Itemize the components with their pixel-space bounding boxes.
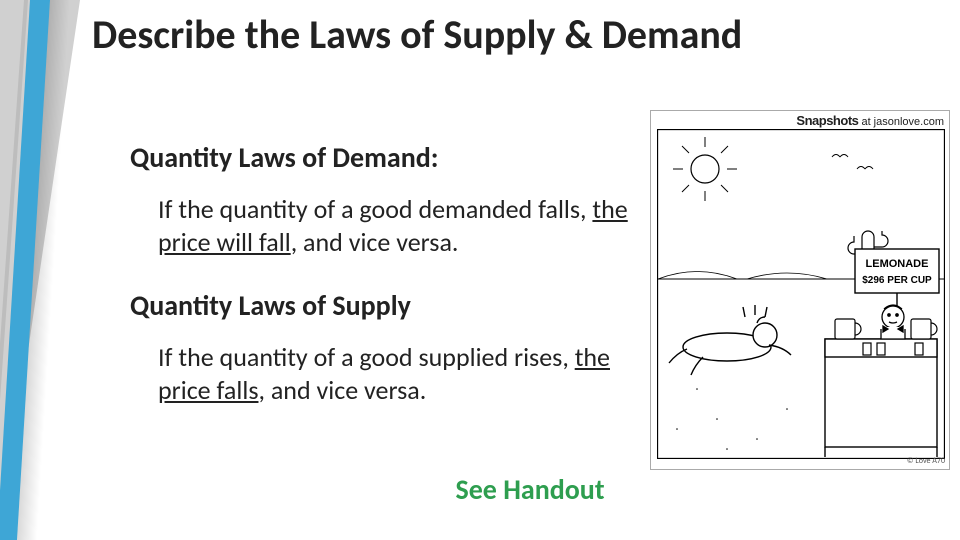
- slide: Describe the Laws of Supply & Demand Qua…: [0, 0, 960, 540]
- cartoon-sign-title: LEMONADE: [866, 258, 929, 270]
- cartoon-brand-line: Snapshots at jasonlove.com: [796, 113, 944, 128]
- supply-body: If the quantity of a good supplied rises…: [158, 341, 640, 406]
- cartoon-brand: Snapshots: [796, 113, 858, 128]
- demand-body-pre: If the quantity of a good demanded falls…: [158, 193, 592, 225]
- see-handout: See Handout: [440, 475, 620, 504]
- supply-heading: Quantity Laws of Supply: [130, 288, 640, 323]
- cartoon-byline: at jasonlove.com: [858, 116, 944, 128]
- slide-title: Describe the Laws of Supply & Demand: [92, 10, 742, 59]
- cartoon-sign-price: $296 PER CUP: [862, 275, 932, 286]
- supply-body-pre: If the quantity of a good supplied rises…: [158, 341, 575, 373]
- supply-body-post: , and vice versa.: [258, 374, 426, 406]
- demand-body: If the quantity of a good demanded falls…: [158, 193, 640, 258]
- cartoon-credit: © Love A70: [907, 456, 945, 466]
- demand-body-post: , and vice versa.: [291, 226, 459, 258]
- demand-heading: Quantity Laws of Demand:: [130, 140, 640, 175]
- cartoon-svg: LEMONADE $296 PER CUP: [657, 129, 945, 459]
- content-area: Quantity Laws of Demand: If the quantity…: [130, 140, 640, 436]
- cartoon-panel: Snapshots at jasonlove.com: [650, 110, 950, 470]
- left-accent: [0, 0, 80, 540]
